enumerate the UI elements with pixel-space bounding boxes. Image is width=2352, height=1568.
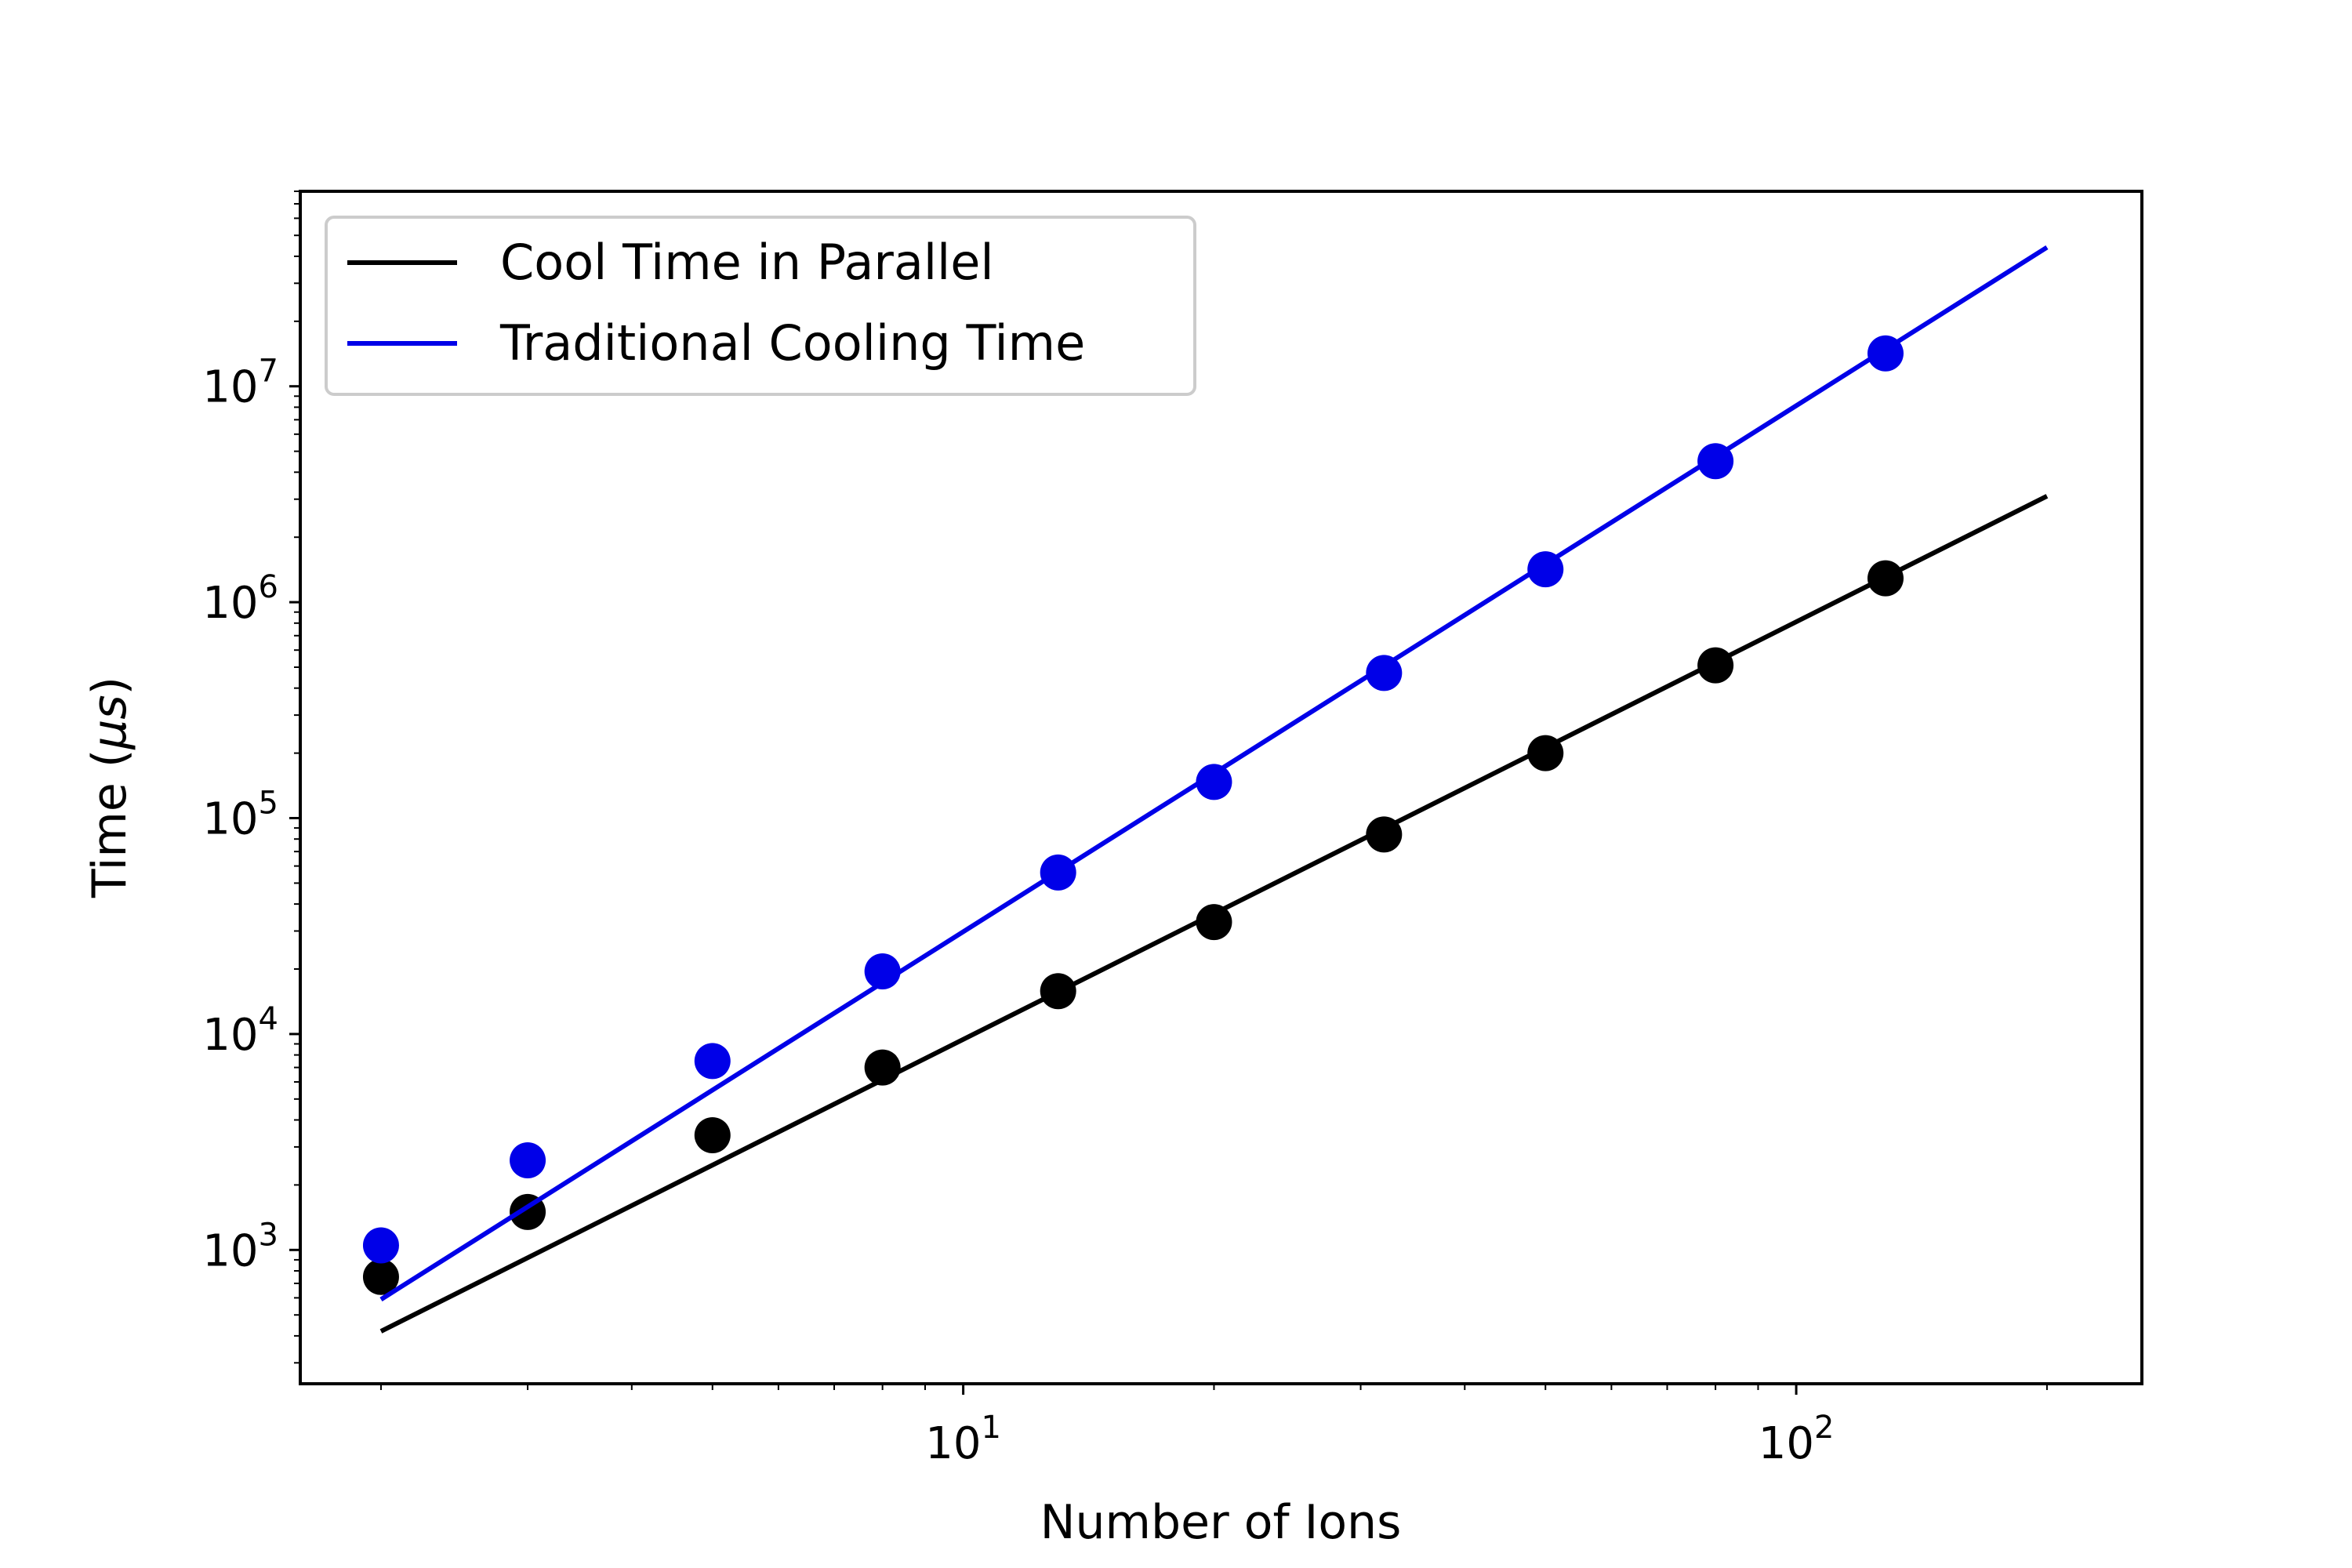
- x-axis-label: Number of Ions: [1040, 1495, 1402, 1550]
- y-tick-label: 104: [202, 1001, 278, 1061]
- data-point-cool-time-in-parallel: [694, 1116, 731, 1153]
- legend-frame: [325, 216, 1196, 396]
- data-point-cool-time-in-parallel: [362, 1258, 399, 1295]
- legend-label-cool-time-in-parallel: Cool Time in Parallel: [500, 234, 994, 291]
- data-point-traditional-cooling-time: [864, 953, 901, 990]
- data-point-cool-time-in-parallel: [1196, 904, 1232, 941]
- x-tick-label: 101: [925, 1410, 1001, 1469]
- plot-content: [362, 245, 2049, 1334]
- data-point-cool-time-in-parallel: [1366, 816, 1403, 853]
- axis-ticks: 101 102 103 104 105 106 107: [202, 191, 2048, 1469]
- y-axis-label: Time (μs): [82, 677, 137, 898]
- data-point-traditional-cooling-time: [1040, 854, 1076, 891]
- data-point-cool-time-in-parallel: [1697, 647, 1734, 684]
- data-point-cool-time-in-parallel: [1527, 735, 1564, 771]
- axes-frame: [299, 190, 2143, 1385]
- data-point-traditional-cooling-time: [1366, 655, 1403, 691]
- data-point-cool-time-in-parallel: [1040, 973, 1076, 1010]
- data-point-traditional-cooling-time: [694, 1043, 731, 1080]
- legend: Cool Time in Parallel Traditional Coolin…: [325, 216, 1196, 396]
- y-tick-label: 103: [202, 1217, 278, 1276]
- x-tick-label: 102: [1759, 1410, 1835, 1469]
- data-point-traditional-cooling-time: [1867, 335, 1904, 372]
- data-point-cool-time-in-parallel: [864, 1049, 901, 1086]
- y-tick-label: 106: [202, 569, 278, 629]
- data-point-traditional-cooling-time: [1196, 764, 1232, 800]
- data-point-traditional-cooling-time: [1697, 443, 1734, 480]
- data-point-traditional-cooling-time: [1527, 551, 1564, 588]
- y-tick-label: 105: [202, 786, 278, 845]
- legend-label-traditional-cooling-time: Traditional Cooling Time: [499, 314, 1085, 372]
- y-tick-label: 107: [202, 354, 278, 413]
- data-point-cool-time-in-parallel: [1867, 560, 1904, 597]
- data-point-traditional-cooling-time: [510, 1142, 546, 1179]
- data-point-traditional-cooling-time: [362, 1227, 399, 1264]
